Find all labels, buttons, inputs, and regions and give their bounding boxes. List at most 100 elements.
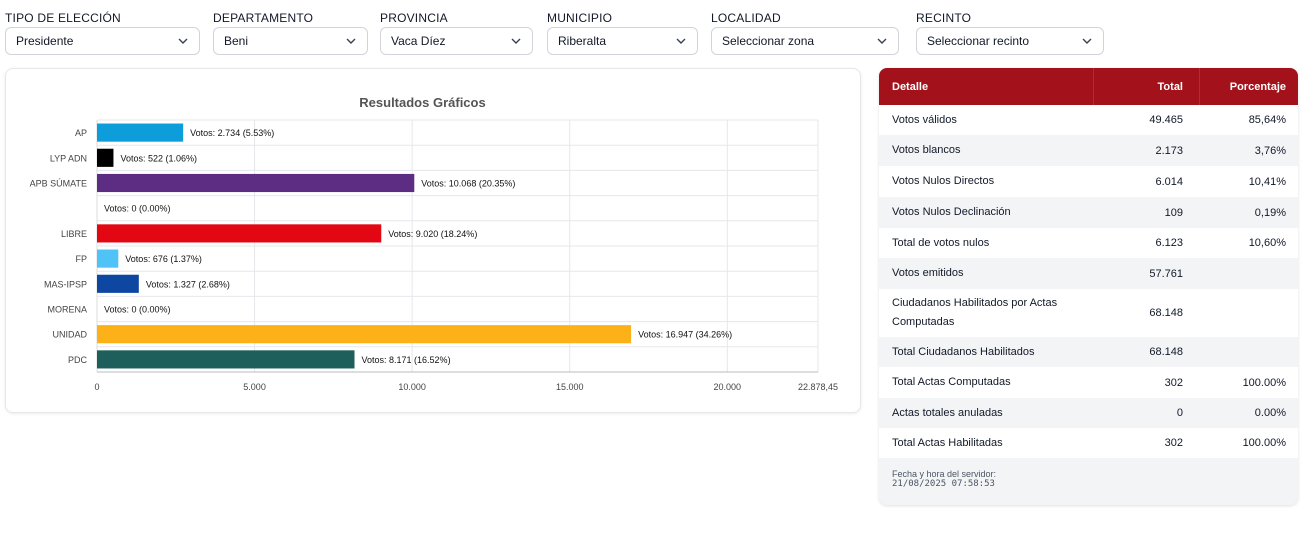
chevron-down-icon (345, 35, 357, 47)
x-tick-label: 10.000 (398, 382, 426, 392)
row-label: Actas totales anuladas (892, 406, 1003, 419)
data-label: Votos: 16.947 (34.26%) (638, 330, 732, 340)
row-total: 57.761 (1149, 267, 1183, 280)
filter-label: DEPARTAMENTO (213, 11, 314, 25)
header-total: Total (1093, 68, 1199, 105)
data-label: Votos: 522 (1.06%) (120, 153, 197, 163)
category-label: APB SÚMATE (30, 179, 87, 189)
row-label: Votos válidos (892, 113, 957, 126)
row-percent: 100.00% (1242, 437, 1286, 449)
row-total: 109 (1164, 206, 1183, 219)
results-bar-chart: Resultados Gráficos 0 5.000 10.000 15.000 20.… (30, 95, 838, 392)
select-value: Seleccionar zona (722, 34, 815, 48)
x-tick-label: 0 (94, 382, 99, 392)
row-total: 302 (1164, 437, 1183, 449)
row-total: 2.173 (1155, 144, 1183, 157)
data-label: Votos: 2.734 (5.53%) (190, 128, 274, 138)
row-label: Ciudadanos Habilitados por Actas Computa… (892, 297, 1058, 328)
row-total: 0 (1176, 407, 1183, 419)
server-time-value: 21/08/2025 07:58:53 (892, 479, 995, 489)
chevron-down-icon (876, 35, 888, 47)
table-row: Total Ciudadanos Habilitados 68.148 (879, 337, 1298, 367)
filter-label: LOCALIDAD (711, 11, 781, 25)
category-label: AP (75, 128, 87, 138)
select-value: Presidente (16, 34, 74, 48)
row-label: Total Actas Computadas (892, 376, 1011, 388)
category-label: LYP ADN (50, 153, 87, 163)
tipo-eleccion-select[interactable]: Presidente (5, 27, 200, 55)
server-time-label: Fecha y hora del servidor: (892, 469, 997, 479)
table-row: Total Actas Computadas 302 100.00% (879, 367, 1298, 398)
header-porcentaje: Porcentaje (1199, 68, 1298, 105)
chevron-down-icon (1081, 35, 1093, 47)
data-label: Votos: 10.068 (20.35%) (421, 179, 515, 189)
localidad-select[interactable]: Seleccionar zona (711, 27, 899, 55)
row-total: 6.123 (1155, 237, 1183, 249)
row-percent (1199, 258, 1298, 289)
row-total: 6.014 (1155, 175, 1183, 188)
header-detalle: Detalle (892, 80, 929, 93)
row-percent: 0.00% (1254, 407, 1286, 419)
x-tick-label: 20.000 (714, 382, 742, 392)
select-value: Riberalta (558, 34, 607, 48)
row-total: 68.148 (1149, 346, 1183, 358)
bar (97, 148, 114, 167)
departamento-select[interactable]: Beni (213, 27, 368, 55)
recinto-select[interactable]: Seleccionar recinto (916, 27, 1104, 55)
table-row: Votos blancos 2.173 3,76% (879, 135, 1298, 166)
table-row: Votos Nulos Declinación 109 0,19% (879, 197, 1298, 228)
chevron-down-icon (510, 35, 522, 47)
row-label: Total de votos nulos (892, 236, 990, 249)
row-label: Total Actas Habilitadas (892, 436, 1003, 449)
table-row: Votos emitidos 57.761 (879, 258, 1298, 289)
category-label: MORENA (47, 305, 87, 315)
bar (97, 274, 139, 293)
row-label: Total Ciudadanos Habilitados (892, 345, 1035, 358)
bar (97, 173, 415, 193)
row-total: 68.148 (1149, 307, 1183, 319)
row-label: Votos blancos (892, 144, 961, 156)
table-row: Votos Nulos Directos 6.014 10,41% (879, 166, 1298, 197)
row-label: Votos emitidos (892, 267, 964, 279)
category-label: LIBRE (61, 229, 87, 239)
table-body: Votos válidos 49.465 85,64% Votos blancos 2.… (879, 105, 1298, 458)
filter-municipio: MUNICIPIO Riberalta (547, 10, 698, 55)
row-percent: 10,60% (1248, 237, 1286, 249)
row-percent: 100.00% (1242, 376, 1286, 389)
bar (97, 123, 184, 142)
table-row: Votos válidos 49.465 85,64% (879, 105, 1298, 135)
row-percent: 85,64% (1248, 114, 1286, 126)
x-tick-label: 5.000 (243, 382, 266, 392)
chart-title: Resultados Gráficos (359, 95, 485, 110)
municipio-select[interactable]: Riberalta (547, 27, 698, 55)
results-table-card: Detalle Total Porcentaje Votos válidos 49… (879, 68, 1298, 505)
x-tick-label: 22.878,45 (798, 382, 838, 392)
table-row: Ciudadanos Habilitados por Actas Computa… (879, 289, 1298, 337)
filter-provincia: PROVINCIA Vaca Díez (380, 10, 533, 55)
category-label: MAS-IPSP (44, 279, 87, 289)
filter-localidad: LOCALIDAD Seleccionar zona (711, 10, 899, 55)
row-label: Votos Nulos Declinación (892, 206, 1011, 218)
select-value: Seleccionar recinto (927, 34, 1030, 48)
bar (97, 224, 382, 243)
category-label: UNIDAD (52, 330, 87, 340)
x-tick-label: 15.000 (556, 382, 584, 392)
bar (97, 249, 119, 268)
data-label: Votos: 0 (0.00%) (104, 305, 171, 315)
filter-recinto: RECINTO Seleccionar recinto (916, 10, 1104, 55)
filter-label: RECINTO (916, 11, 972, 25)
row-percent: 3,76% (1254, 144, 1286, 157)
provincia-select[interactable]: Vaca Díez (380, 27, 533, 55)
table-row: Total de votos nulos 6.123 10,60% (879, 228, 1298, 258)
table-row: Total Actas Habilitadas 302 100.00% (879, 428, 1298, 458)
category-label: FP (75, 254, 87, 264)
table-row: Actas totales anuladas 0 0.00% (879, 398, 1298, 428)
chevron-down-icon (675, 35, 687, 47)
data-label: Votos: 0 (0.00%) (104, 204, 171, 214)
select-value: Beni (224, 34, 249, 48)
data-label: Votos: 1.327 (2.68%) (146, 279, 230, 289)
server-time-note: Fecha y hora del servidor: 21/08/2025 07… (879, 458, 1298, 500)
select-value: Vaca Díez (391, 34, 446, 48)
bar (97, 325, 632, 344)
row-percent: 10,41% (1248, 175, 1286, 188)
